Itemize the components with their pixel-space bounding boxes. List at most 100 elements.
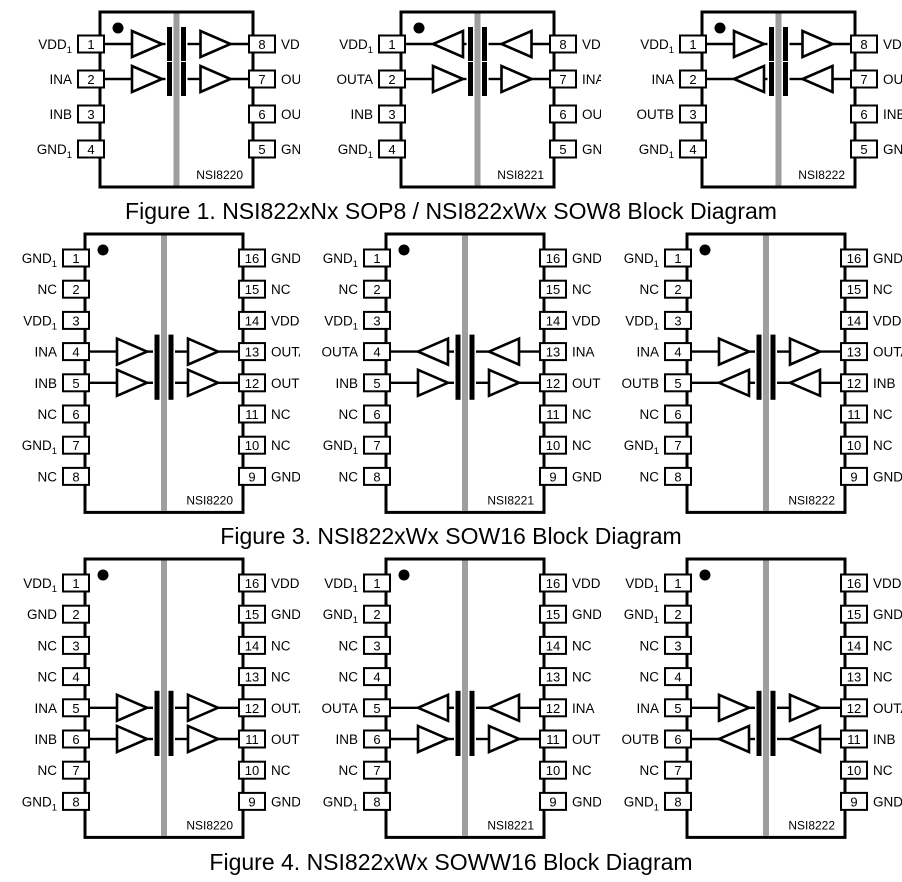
pin-14[interactable]: 14 VDD2 (538, 310, 601, 332)
pin-6[interactable]: 6 INB (850, 104, 902, 124)
pin-5[interactable]: 5 INB (35, 373, 91, 393)
pin-12[interactable]: 12 OUTB (237, 373, 300, 393)
pin-3[interactable]: 3 VDD1 (23, 310, 91, 332)
pin-7[interactable]: 7 OUTA (850, 69, 902, 89)
pin-8[interactable]: 8 VDD2 (850, 34, 902, 57)
pin-12[interactable]: 12 OUTA (839, 698, 902, 718)
pin-2[interactable]: 2 GND1 (323, 605, 392, 627)
pin-10[interactable]: 10 NC (839, 435, 893, 455)
pin-7[interactable]: 7 GND1 (624, 435, 693, 457)
pin-9[interactable]: 9 GND2 (538, 792, 601, 814)
pin-8[interactable]: 8 VDD2 (549, 34, 601, 57)
pin-4[interactable]: 4 INA (637, 342, 693, 362)
pin-6[interactable]: 6 OUTB (248, 104, 300, 124)
pin-8[interactable]: 8 GND1 (323, 792, 392, 814)
pin-12[interactable]: 12 OUTB (538, 373, 601, 393)
pin-15[interactable]: 15 NC (538, 279, 592, 299)
pin-10[interactable]: 10 NC (839, 761, 893, 781)
pin-6[interactable]: 6 NC (640, 404, 693, 424)
pin-12[interactable]: 12 OUTA (237, 698, 300, 718)
pin-11[interactable]: 11 OUTB (538, 729, 601, 749)
pin-2[interactable]: 2 NC (640, 279, 693, 299)
pin-8[interactable]: 8 GND1 (624, 792, 693, 814)
pin-10[interactable]: 10 NC (538, 761, 592, 781)
pin-5[interactable]: 5 GND2 (248, 139, 300, 162)
pin-15[interactable]: 15 GND2 (237, 605, 300, 627)
pin-16[interactable]: 16 VDD2 (538, 573, 601, 595)
pin-3[interactable]: 3 VDD1 (324, 310, 392, 332)
pin-7[interactable]: 7 NC (339, 761, 392, 781)
pin-4[interactable]: 4 GND1 (37, 139, 105, 162)
pin-3[interactable]: 3 OUTB (636, 104, 707, 124)
pin-4[interactable]: 4 NC (339, 667, 392, 687)
pin-15[interactable]: 15 NC (839, 279, 893, 299)
pin-5[interactable]: 5 OUTA (322, 698, 392, 718)
pin-2[interactable]: 2 NC (339, 279, 392, 299)
pin-5[interactable]: 5 OUTB (622, 373, 693, 393)
pin-7[interactable]: 7 NC (640, 761, 693, 781)
pin-8[interactable]: 8 NC (38, 466, 91, 486)
pin-5[interactable]: 5 INB (336, 373, 392, 393)
pin-4[interactable]: 4 NC (640, 667, 693, 687)
pin-4[interactable]: 4 INA (35, 342, 91, 362)
pin-4[interactable]: 4 NC (38, 667, 91, 687)
pin-3[interactable]: 3 NC (38, 636, 91, 656)
pin-2[interactable]: 2 GND1 (624, 605, 693, 627)
pin-3[interactable]: 3 VDD1 (625, 310, 693, 332)
pin-11[interactable]: 11 NC (237, 404, 291, 424)
pin-2[interactable]: 2 INA (49, 69, 105, 89)
pin-3[interactable]: 3 INB (49, 104, 105, 124)
pin-13[interactable]: 13 INA (538, 342, 594, 362)
pin-4[interactable]: 4 OUTA (322, 342, 392, 362)
pin-6[interactable]: 6 OUTB (622, 729, 693, 749)
pin-8[interactable]: 8 NC (339, 466, 392, 486)
pin-9[interactable]: 9 GND2 (237, 792, 300, 814)
pin-13[interactable]: 13 OUTA (839, 342, 902, 362)
pin-14[interactable]: 14 VDD2 (839, 310, 902, 332)
pin-14[interactable]: 14 VDD2 (237, 310, 300, 332)
pin-6[interactable]: 6 NC (38, 404, 91, 424)
pin-10[interactable]: 10 NC (237, 761, 291, 781)
pin-11[interactable]: 11 INB (839, 729, 895, 749)
pin-12[interactable]: 12 INB (839, 373, 895, 393)
pin-2[interactable]: 2 OUTA (337, 69, 406, 89)
pin-12[interactable]: 12 INA (538, 698, 594, 718)
pin-7[interactable]: 7 NC (38, 761, 91, 781)
pin-9[interactable]: 9 GND2 (237, 466, 300, 488)
pin-11[interactable]: 11 OUTB (237, 729, 300, 749)
pin-15[interactable]: 15 GND2 (538, 605, 601, 627)
pin-10[interactable]: 10 NC (237, 435, 291, 455)
pin-14[interactable]: 14 NC (237, 636, 291, 656)
pin-13[interactable]: 13 NC (538, 667, 592, 687)
pin-5[interactable]: 5 INA (35, 698, 91, 718)
pin-3[interactable]: 3 NC (640, 636, 693, 656)
pin-7[interactable]: 7 GND1 (22, 435, 91, 457)
pin-13[interactable]: 13 NC (237, 667, 291, 687)
pin-8[interactable]: 8 GND1 (22, 792, 91, 814)
pin-9[interactable]: 9 GND2 (538, 466, 601, 488)
pin-16[interactable]: 16 GND2 (237, 248, 300, 270)
pin-9[interactable]: 9 GND2 (839, 466, 902, 488)
pin-7[interactable]: 7 OUTA (248, 69, 300, 89)
pin-14[interactable]: 14 NC (538, 636, 592, 656)
pin-15[interactable]: 15 NC (237, 279, 291, 299)
pin-10[interactable]: 10 NC (538, 435, 592, 455)
pin-6[interactable]: 6 OUTB (549, 104, 601, 124)
pin-6[interactable]: 6 NC (339, 404, 392, 424)
pin-8[interactable]: 8 VDD2 (248, 34, 300, 57)
pin-6[interactable]: 6 INB (35, 729, 91, 749)
pin-9[interactable]: 9 GND2 (839, 792, 902, 814)
pin-13[interactable]: 13 NC (839, 667, 893, 687)
pin-16[interactable]: 16 VDD2 (839, 573, 902, 595)
pin-16[interactable]: 16 VDD2 (237, 573, 300, 595)
pin-2[interactable]: 2 GND (27, 605, 91, 625)
pin-16[interactable]: 16 GND2 (839, 248, 902, 270)
